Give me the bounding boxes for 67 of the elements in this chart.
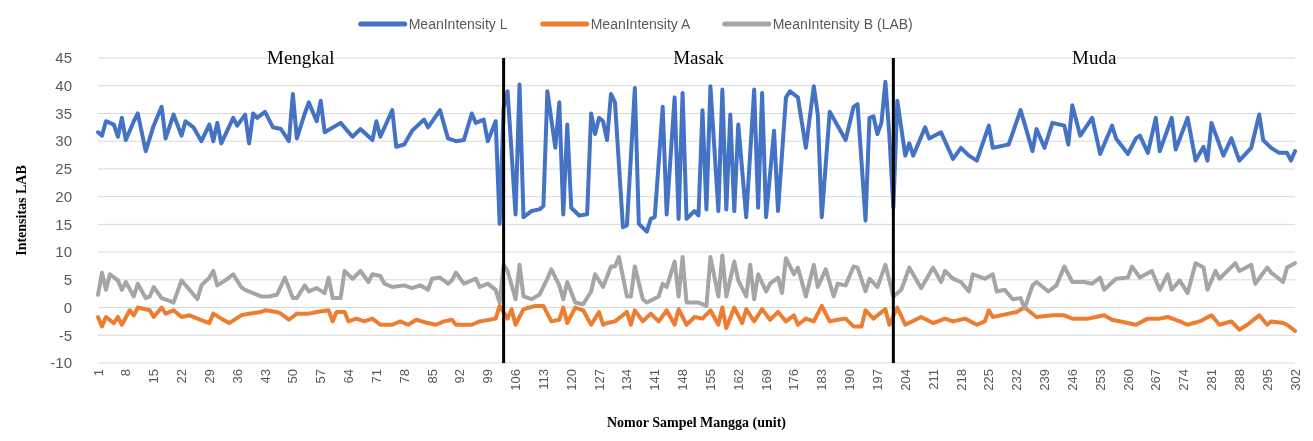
x-tick-label: 169 xyxy=(758,369,774,391)
x-tick-label: 295 xyxy=(1259,369,1275,391)
x-tick-label: 232 xyxy=(1009,369,1025,391)
y-tick-label: 45 xyxy=(55,49,72,67)
x-tick-label: 57 xyxy=(313,369,329,384)
y-tick-label: 35 xyxy=(55,104,72,122)
y-tick-label: 20 xyxy=(55,187,72,205)
x-tick-label: 148 xyxy=(675,369,691,391)
annotation: Muda xyxy=(1072,47,1117,68)
y-tick-label: 25 xyxy=(55,160,72,178)
x-tick-label: 36 xyxy=(229,369,245,384)
x-tick-label: 302 xyxy=(1287,369,1303,391)
x-tick-label: 211 xyxy=(925,369,941,390)
y-axis-title: Intensitas LAB xyxy=(14,165,29,256)
y-tick-label: 40 xyxy=(55,76,72,94)
x-tick-label: 43 xyxy=(257,369,273,384)
annotation: Masak xyxy=(673,47,725,68)
x-axis-title: Nomor Sampel Mangga (unit) xyxy=(606,415,787,431)
annotation: Mengkal xyxy=(267,47,335,68)
x-tick-label: 127 xyxy=(591,369,607,391)
x-tick-label: 225 xyxy=(981,369,997,391)
x-tick-label: 71 xyxy=(368,369,384,384)
x-tick-label: 141 xyxy=(647,369,663,391)
x-tick-label: 162 xyxy=(730,369,746,391)
x-tick-label: 218 xyxy=(953,369,969,391)
x-tick-label: 113 xyxy=(535,369,551,390)
line-series xyxy=(96,303,1297,333)
x-tick-label: 8 xyxy=(118,369,134,377)
legend-label: MeanIntensity A xyxy=(590,15,691,32)
x-tick-label: 183 xyxy=(814,369,830,391)
x-tick-label: 246 xyxy=(1064,369,1080,391)
y-tick-label: 10 xyxy=(55,243,72,261)
x-tick-label: 22 xyxy=(174,369,190,384)
x-tick-label: 1 xyxy=(90,369,106,377)
x-tick-label: 260 xyxy=(1120,369,1136,391)
y-tick-label: 5 xyxy=(63,271,72,289)
x-tick-label: 99 xyxy=(480,369,496,384)
x-tick-label: 134 xyxy=(619,369,635,391)
legend-label: MeanIntensity B (LAB) xyxy=(772,15,913,32)
line-series xyxy=(96,79,1297,234)
y-tick-label: 30 xyxy=(55,132,72,150)
x-tick-label: 274 xyxy=(1176,369,1192,391)
x-tick-label: 190 xyxy=(842,369,858,391)
legend-label: MeanIntensity L xyxy=(408,15,508,32)
x-tick-label: 64 xyxy=(341,369,357,384)
x-tick-label: 267 xyxy=(1148,369,1164,391)
x-tick-label: 253 xyxy=(1092,369,1108,391)
x-tick-label: 197 xyxy=(869,369,885,391)
x-tick-label: 15 xyxy=(146,369,162,384)
x-tick-label: 29 xyxy=(201,369,217,384)
x-tick-label: 155 xyxy=(702,369,718,391)
y-tick-label: 15 xyxy=(55,215,72,233)
x-tick-label: 106 xyxy=(508,369,524,391)
x-tick-label: 120 xyxy=(563,369,579,391)
x-tick-label: 281 xyxy=(1204,369,1220,391)
x-tick-label: 239 xyxy=(1037,369,1053,391)
x-tick-label: 78 xyxy=(396,369,412,384)
line-series xyxy=(96,253,1297,311)
y-tick-label: -10 xyxy=(50,354,72,372)
x-tick-label: 50 xyxy=(285,369,301,384)
x-tick-label: 92 xyxy=(452,369,468,384)
x-tick-label: 288 xyxy=(1231,369,1247,391)
y-tick-label: -5 xyxy=(58,326,72,344)
x-tick-label: 85 xyxy=(424,369,440,384)
y-tick-label: 0 xyxy=(63,298,72,316)
x-tick-label: 204 xyxy=(897,369,913,391)
x-tick-label: 176 xyxy=(786,369,802,391)
